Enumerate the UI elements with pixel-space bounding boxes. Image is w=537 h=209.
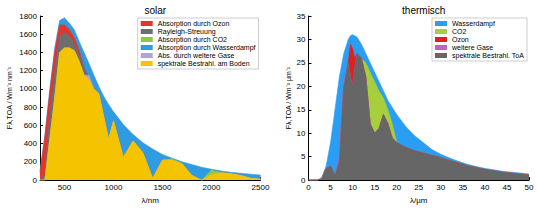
- svg-text:Wasserdampf: Wasserdampf: [452, 20, 495, 28]
- svg-text:10: 10: [348, 183, 357, 192]
- svg-text:30: 30: [297, 35, 306, 44]
- svg-text:15: 15: [370, 183, 379, 192]
- svg-text:500: 500: [58, 183, 72, 192]
- svg-text:2500: 2500: [252, 183, 270, 192]
- svg-text:Rayleigh-Streuung: Rayleigh-Streuung: [158, 28, 216, 36]
- svg-text:solar: solar: [144, 5, 166, 16]
- svg-text:5: 5: [328, 183, 333, 192]
- svg-text:35: 35: [297, 12, 306, 21]
- svg-text:45: 45: [502, 183, 511, 192]
- svg-text:Absorption durch Ozon: Absorption durch Ozon: [158, 20, 230, 28]
- svg-text:2000: 2000: [203, 183, 221, 192]
- svg-text:5: 5: [301, 152, 306, 161]
- svg-text:λ/µm: λ/µm: [410, 196, 428, 205]
- svg-text:50: 50: [525, 183, 534, 192]
- svg-text:1600: 1600: [19, 30, 37, 39]
- svg-text:Fλ,TOA / Wm⁻² nm⁻¹: Fλ,TOA / Wm⁻² nm⁻¹: [6, 66, 13, 129]
- svg-text:1400: 1400: [19, 48, 37, 57]
- svg-text:800: 800: [24, 103, 38, 112]
- svg-text:35: 35: [458, 183, 467, 192]
- svg-text:20: 20: [297, 82, 306, 91]
- svg-text:1200: 1200: [19, 66, 37, 75]
- svg-text:25: 25: [297, 58, 306, 67]
- svg-text:spektrale Bestrahl. am Boden: spektrale Bestrahl. am Boden: [158, 60, 250, 68]
- svg-text:1000: 1000: [19, 84, 37, 93]
- svg-text:Abs. durch weitere Gase: Abs. durch weitere Gase: [158, 52, 235, 59]
- svg-text:0: 0: [306, 183, 311, 192]
- svg-text:400: 400: [24, 139, 38, 148]
- svg-text:weitere Gase: weitere Gase: [451, 44, 493, 51]
- svg-text:1800: 1800: [19, 12, 37, 21]
- svg-text:15: 15: [297, 105, 306, 114]
- svg-text:Fλ,TOA / Wm⁻² µm⁻¹: Fλ,TOA / Wm⁻² µm⁻¹: [285, 66, 293, 129]
- svg-text:0: 0: [301, 175, 306, 185]
- svg-text:Absorption durch Wasserdampf: Absorption durch Wasserdampf: [158, 44, 256, 52]
- svg-text:25: 25: [414, 183, 423, 192]
- svg-text:30: 30: [436, 183, 445, 192]
- svg-text:0: 0: [33, 176, 38, 185]
- svg-text:Absorption durch CO2: Absorption durch CO2: [158, 36, 227, 44]
- svg-text:spektrale Bestrahl. ToA: spektrale Bestrahl. ToA: [452, 52, 524, 60]
- svg-text:20: 20: [392, 183, 401, 192]
- svg-text:1500: 1500: [154, 183, 172, 192]
- svg-text:600: 600: [24, 121, 38, 130]
- svg-text:thermisch: thermisch: [402, 5, 445, 16]
- svg-text:40: 40: [480, 183, 489, 192]
- svg-text:1000: 1000: [105, 183, 123, 192]
- svg-text:10: 10: [297, 129, 306, 138]
- svg-text:Ozon: Ozon: [452, 36, 469, 43]
- svg-text:CO2: CO2: [452, 28, 467, 35]
- svg-text:λ/nm: λ/nm: [142, 196, 160, 205]
- svg-text:200: 200: [24, 157, 38, 166]
